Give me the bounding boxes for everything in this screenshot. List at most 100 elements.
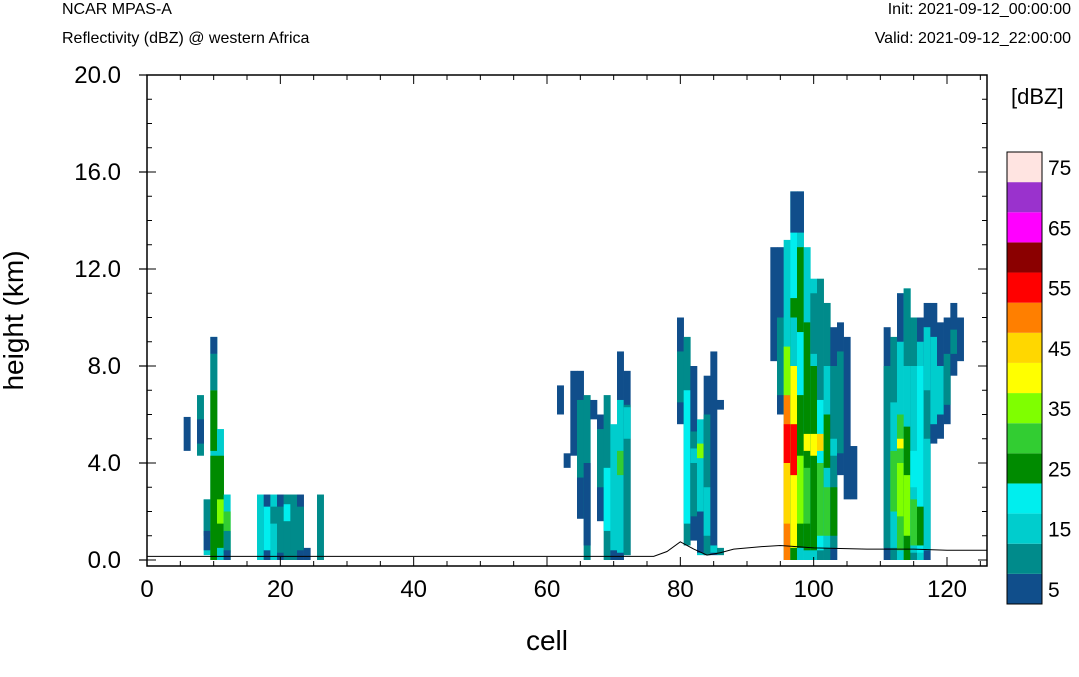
reflectivity-cell bbox=[203, 499, 211, 536]
reflectivity-cell bbox=[623, 407, 631, 439]
reflectivity-cell bbox=[810, 433, 818, 456]
reflectivity-cell bbox=[223, 550, 231, 560]
reflectivity-cell bbox=[790, 317, 798, 366]
reflectivity-cells bbox=[183, 191, 964, 561]
reflectivity-cell bbox=[610, 424, 618, 560]
reflectivity-cell bbox=[577, 399, 584, 478]
reflectivity-cell bbox=[897, 463, 904, 517]
reflectivity-cell bbox=[197, 419, 204, 444]
reflectivity-cell bbox=[290, 494, 298, 560]
colorbar-swatch bbox=[1007, 453, 1042, 484]
x-tick-label: 0 bbox=[140, 576, 153, 603]
y-tick-label: 12.0 bbox=[74, 256, 121, 283]
colorbar-swatch bbox=[1007, 543, 1042, 574]
reflectivity-cell bbox=[783, 346, 791, 396]
reflectivity-cell bbox=[890, 450, 898, 512]
reflectivity-cell bbox=[623, 404, 631, 556]
colorbar-tick-label: 55 bbox=[1048, 278, 1071, 301]
plot-frame bbox=[146, 74, 988, 567]
y-tick-label: 8.0 bbox=[88, 353, 121, 380]
reflectivity-cell bbox=[283, 494, 291, 560]
x-tick-label: 120 bbox=[927, 576, 967, 603]
reflectivity-cell bbox=[797, 455, 804, 524]
colorbar-tick-label: 65 bbox=[1048, 217, 1071, 240]
colorbar-swatch bbox=[1007, 302, 1042, 333]
plot-border bbox=[146, 74, 988, 567]
reflectivity-cell bbox=[597, 429, 604, 488]
reflectivity-cell bbox=[883, 366, 891, 548]
reflectivity-cell bbox=[557, 385, 564, 415]
reflectivity-cell bbox=[910, 450, 918, 488]
reflectivity-cell bbox=[203, 530, 211, 551]
reflectivity-cell bbox=[817, 433, 824, 451]
reflectivity-cell bbox=[303, 547, 311, 560]
reflectivity-cell bbox=[943, 353, 951, 405]
reflectivity-cell bbox=[683, 390, 691, 524]
x-tick-label: 80 bbox=[667, 576, 694, 603]
colorbar: 5 15 25 35 45 55 65 75 [dBZ] bbox=[1006, 84, 1071, 605]
y-tick-label: 0.0 bbox=[88, 547, 121, 574]
colorbar-border bbox=[1006, 151, 1043, 605]
reflectivity-cell bbox=[263, 506, 271, 551]
reflectivity-cell bbox=[583, 463, 591, 546]
reflectivity-cell bbox=[790, 424, 798, 476]
colorbar-swatch bbox=[1007, 152, 1042, 183]
reflectivity-cell bbox=[957, 317, 964, 362]
reflectivity-cell bbox=[697, 511, 704, 553]
reflectivity-cell bbox=[783, 426, 791, 524]
reflectivity-cell bbox=[677, 351, 684, 403]
colorbar-swatch bbox=[1007, 272, 1042, 303]
reflectivity-cell bbox=[830, 438, 838, 456]
reflectivity-cell bbox=[810, 293, 818, 354]
reflectivity-cell bbox=[923, 327, 931, 551]
colorbar-swatch bbox=[1007, 182, 1042, 213]
reflectivity-cell bbox=[603, 467, 611, 531]
reflectivity-cell bbox=[790, 191, 798, 233]
x-axis-label: cell bbox=[526, 625, 568, 656]
colorbar-swatch bbox=[1007, 573, 1042, 604]
reflectivity-cell bbox=[703, 487, 711, 536]
reflectivity-cell bbox=[257, 494, 264, 560]
colorbar-swatch bbox=[1007, 332, 1042, 363]
reflectivity-cell bbox=[703, 414, 711, 556]
reflectivity-cell bbox=[917, 317, 924, 342]
colorbar-tick-label: 45 bbox=[1048, 338, 1071, 361]
reflectivity-cell bbox=[917, 366, 924, 553]
reflectivity-cell bbox=[697, 443, 704, 459]
reflectivity-cell bbox=[617, 450, 624, 476]
y-tick-label: 20.0 bbox=[74, 62, 121, 89]
colorbar-swatch bbox=[1007, 423, 1042, 454]
reflectivity-cell bbox=[777, 317, 784, 396]
reflectivity-cell bbox=[710, 545, 718, 553]
reflectivity-cell bbox=[903, 288, 911, 560]
x-tick-label: 20 bbox=[267, 576, 294, 603]
reflectivity-cell bbox=[830, 487, 838, 536]
reflectivity-cell bbox=[563, 453, 571, 468]
x-tick-label: 60 bbox=[534, 576, 561, 603]
reflectivity-cell bbox=[803, 433, 811, 451]
colorbar-swatch bbox=[1007, 362, 1042, 394]
terrain-line bbox=[147, 541, 987, 557]
reflectivity-cell bbox=[797, 247, 804, 548]
y-tick-label: 4.0 bbox=[88, 450, 121, 477]
reflectivity-cell bbox=[283, 504, 291, 522]
reflectivity-cell bbox=[183, 416, 191, 451]
reflectivity-cell bbox=[210, 390, 218, 451]
reflectivity-cell bbox=[823, 487, 831, 536]
reflectivity-cell bbox=[897, 293, 904, 342]
valid-time: Valid: 2021-09-12_22:00:00 bbox=[874, 30, 1071, 47]
colorbar-tick-label: 35 bbox=[1048, 398, 1071, 421]
colorbar-swatch bbox=[1007, 212, 1042, 243]
colorbar-swatch bbox=[1007, 513, 1042, 544]
reflectivity-cell bbox=[897, 438, 904, 449]
reflectivity-cell bbox=[270, 506, 278, 524]
reflectivity-cell bbox=[803, 467, 811, 524]
reflectivity-cell bbox=[223, 530, 231, 553]
reflectivity-cell bbox=[617, 399, 624, 553]
reflectivity-cell bbox=[797, 332, 804, 396]
reflectivity-cell bbox=[817, 463, 824, 536]
axes: 0 20 40 60 80 100 120 0.0 4.0 8.0 12.0 16.0 20.0 cell… bbox=[0, 62, 987, 656]
chart-subtitle: Reflectivity (dBZ) @ western Africa bbox=[62, 30, 310, 47]
reflectivity-cell bbox=[910, 499, 918, 546]
